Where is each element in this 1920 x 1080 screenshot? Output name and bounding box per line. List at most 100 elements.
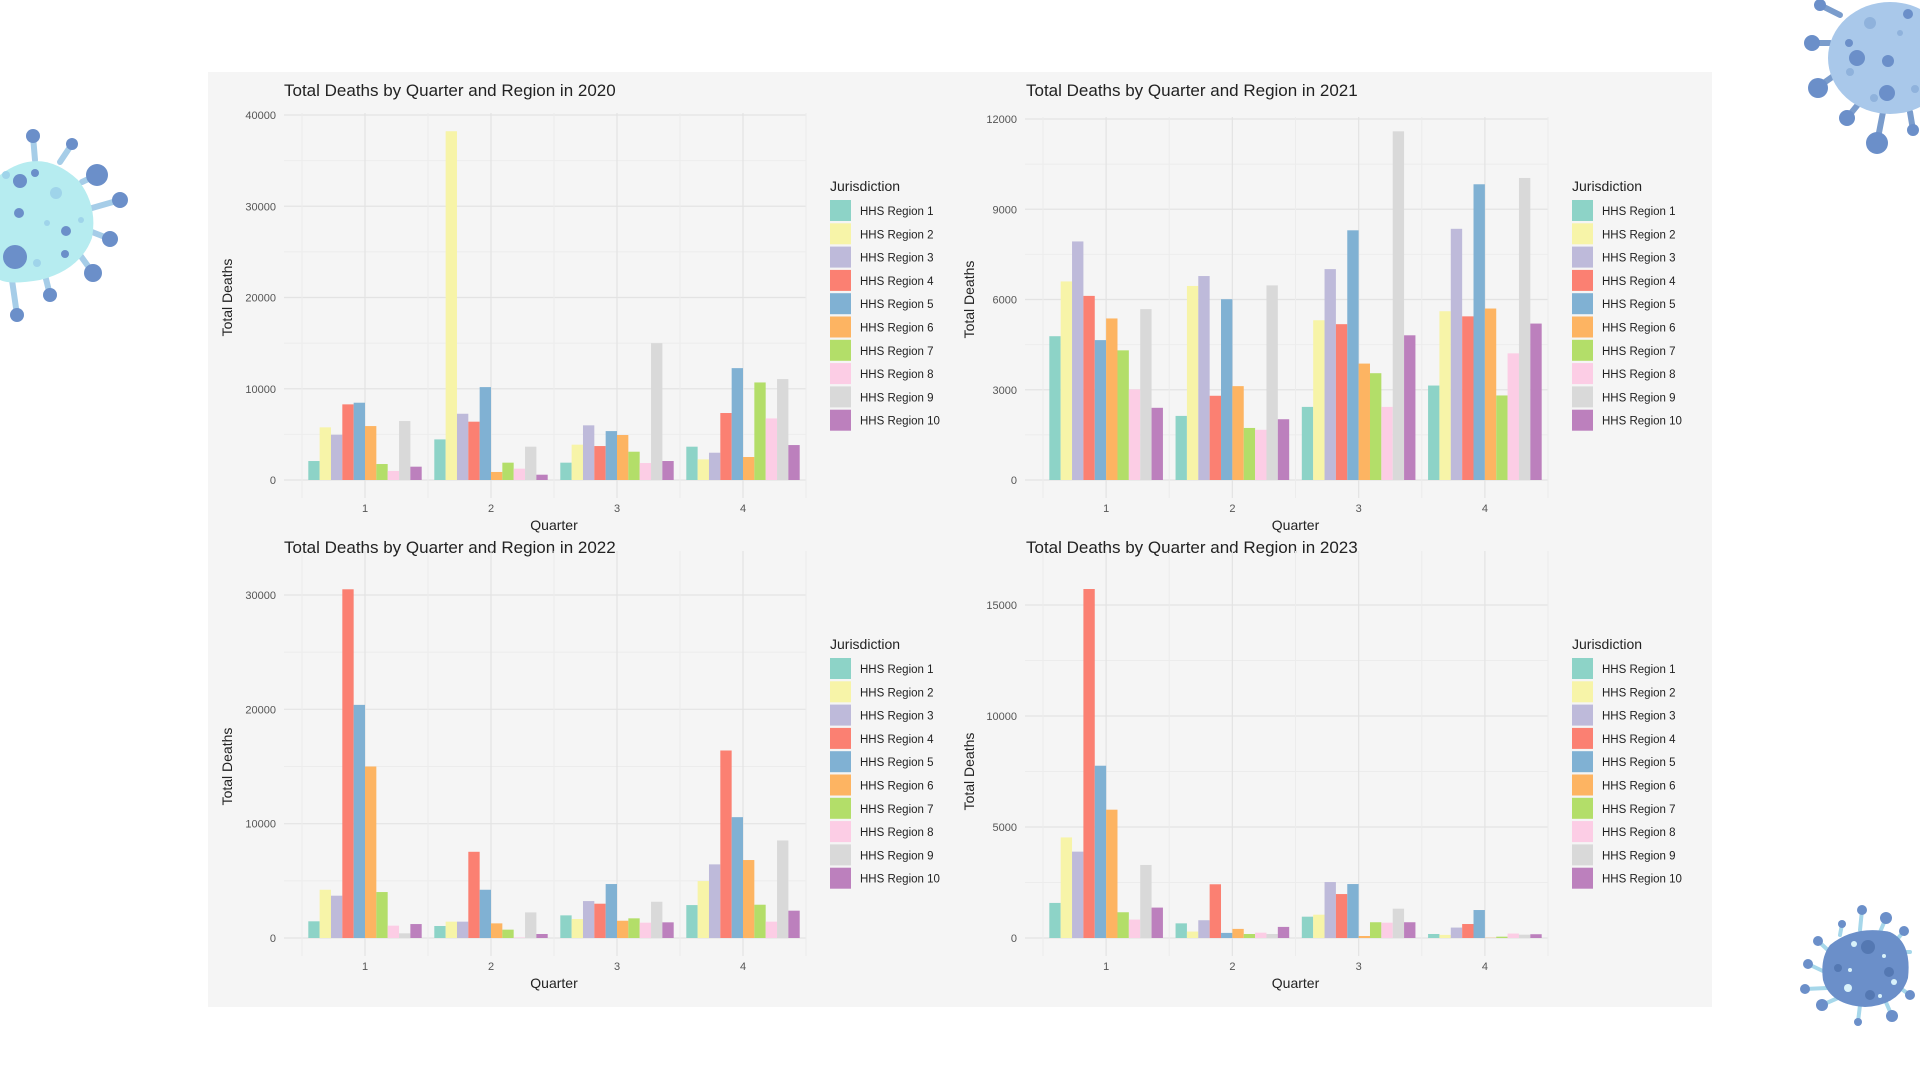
legend-swatch: [1572, 386, 1593, 408]
bar-hhs-region-3-q3: [1324, 882, 1336, 938]
bar-hhs-region-4-q3: [1335, 324, 1348, 480]
y-tick-label: 5000: [993, 822, 1017, 834]
legend-swatch: [1572, 774, 1593, 796]
bar-hhs-region-6-q1: [1106, 809, 1118, 938]
bar-hhs-region-8-q2: [513, 937, 526, 938]
bar-hhs-region-3-q3: [582, 901, 595, 938]
x-tick-label: 4: [1482, 503, 1488, 515]
legend-swatch: [1572, 704, 1593, 726]
x-axis-label: Quarter: [530, 517, 578, 533]
legend-swatch: [830, 774, 851, 796]
chart-title: Total Deaths by Quarter and Region in 20…: [1026, 538, 1358, 557]
bar-hhs-region-6-q4: [743, 457, 755, 480]
bar-hhs-region-6-q2: [491, 923, 503, 938]
bar-hhs-region-7-q4: [1496, 395, 1508, 480]
bar-hhs-region-2-q4: [1439, 311, 1451, 480]
bar-hhs-region-4-q2: [1209, 884, 1222, 938]
bar-hhs-region-9-q3: [1392, 131, 1405, 480]
legend: Jurisdiction HHS Region 1 HHS Region 2 HHS …: [830, 178, 940, 431]
legend-title: Jurisdiction: [1572, 178, 1642, 194]
bar-hhs-region-3-q1: [1072, 851, 1084, 938]
bar-hhs-region-6-q2: [1232, 386, 1244, 480]
y-tick-label: 10000: [986, 711, 1017, 723]
x-tick-label: 4: [740, 961, 746, 973]
bar-hhs-region-3-q1: [330, 895, 343, 938]
virus-icon-top-right: [1804, 0, 1920, 154]
charts-panel: [208, 72, 1712, 1007]
x-tick-label: 2: [1229, 961, 1235, 973]
bar-hhs-region-4-q1: [1083, 589, 1095, 938]
legend-swatch: [830, 200, 851, 221]
bar-hhs-region-2-q1: [1060, 281, 1073, 480]
bar-hhs-region-4-q2: [1209, 395, 1222, 480]
legend-label: HHS Region 9: [860, 850, 934, 862]
bar-hhs-region-6-q1: [365, 766, 377, 938]
legend-swatch: [830, 751, 851, 773]
virus-icon-left: [0, 129, 128, 322]
legend-title: Jurisdiction: [1572, 636, 1642, 652]
legend-swatch: [830, 339, 851, 361]
bar-hhs-region-8-q1: [1128, 389, 1141, 480]
bar-hhs-region-8-q1: [1128, 919, 1141, 938]
bar-hhs-region-10-q1: [1151, 907, 1163, 938]
y-tick-label: 15000: [986, 600, 1017, 612]
bar-hhs-region-7-q4: [754, 382, 766, 480]
legend-swatch: [830, 409, 851, 431]
bar-hhs-region-3-q1: [330, 434, 343, 480]
bar-hhs-region-7-q1: [376, 464, 388, 480]
bar-hhs-region-9-q3: [1392, 908, 1405, 938]
bar-hhs-region-4-q4: [720, 750, 732, 938]
legend-swatch: [830, 316, 851, 338]
bar-hhs-region-7-q1: [1117, 912, 1129, 938]
bar-hhs-region-10-q4: [788, 445, 800, 480]
bar-hhs-region-9-q1: [1140, 864, 1152, 938]
chart-2: Total Deaths by Quarter and Region in 20…: [219, 538, 940, 991]
y-tick-label: 40000: [245, 110, 276, 122]
legend-label: HHS Region 10: [860, 874, 940, 886]
y-tick-label: 9000: [993, 204, 1017, 216]
bar-hhs-region-3-q2: [456, 413, 469, 480]
bar-hhs-region-2-q3: [571, 919, 583, 938]
bar-hhs-region-2-q2: [1186, 931, 1199, 938]
legend-swatch: [1572, 269, 1593, 291]
bar-hhs-region-8-q1: [387, 925, 400, 938]
bar-hhs-region-2-q3: [1313, 914, 1325, 938]
legend-label: HHS Region 4: [1602, 276, 1676, 288]
bar-hhs-region-8-q4: [1507, 353, 1519, 480]
legend-label: HHS Region 4: [860, 276, 934, 288]
legend-swatch: [830, 867, 851, 889]
y-axis-label: Total Deaths: [961, 261, 977, 339]
bar-hhs-region-8-q3: [639, 463, 652, 480]
x-tick-label: 4: [1482, 961, 1488, 973]
legend-swatch: [830, 821, 851, 843]
legend-swatch: [830, 727, 851, 749]
legend-swatch: [1572, 339, 1593, 361]
bar-hhs-region-7-q2: [502, 462, 514, 480]
legend-swatch: [1572, 316, 1593, 338]
bar-hhs-region-8-q3: [1381, 406, 1393, 480]
legend-label: HHS Region 8: [1602, 827, 1676, 839]
bar-hhs-region-10-q2: [1277, 419, 1290, 480]
legend: Jurisdiction HHS Region 1 HHS Region 2 HHS …: [1572, 178, 1682, 431]
legend-label: HHS Region 2: [1602, 687, 1676, 699]
bar-hhs-region-5-q3: [605, 884, 617, 938]
bar-hhs-region-5-q3: [1347, 230, 1359, 480]
legend-label: HHS Region 5: [1602, 757, 1676, 769]
chart-title: Total Deaths by Quarter and Region in 20…: [284, 81, 616, 100]
bar-hhs-region-7-q4: [1496, 936, 1508, 938]
bar-hhs-region-3-q2: [1198, 276, 1210, 480]
y-tick-label: 3000: [993, 385, 1017, 397]
legend: Jurisdiction HHS Region 1 HHS Region 2 HHS …: [1572, 636, 1682, 889]
bar-hhs-region-4-q1: [342, 589, 354, 938]
bar-hhs-region-3-q1: [1072, 241, 1084, 480]
y-tick-label: 20000: [245, 704, 276, 716]
bar-hhs-region-1-q4: [686, 905, 698, 938]
legend-label: HHS Region 1: [1602, 206, 1676, 218]
bar-hhs-region-2-q4: [1439, 934, 1451, 938]
legend-swatch: [830, 797, 851, 819]
legend: Jurisdiction HHS Region 1 HHS Region 2 HHS …: [830, 636, 940, 889]
bar-hhs-region-10-q1: [410, 924, 422, 938]
legend-swatch: [1572, 409, 1593, 431]
bar-hhs-region-10-q3: [662, 922, 674, 938]
bar-hhs-region-3-q4: [708, 864, 721, 938]
